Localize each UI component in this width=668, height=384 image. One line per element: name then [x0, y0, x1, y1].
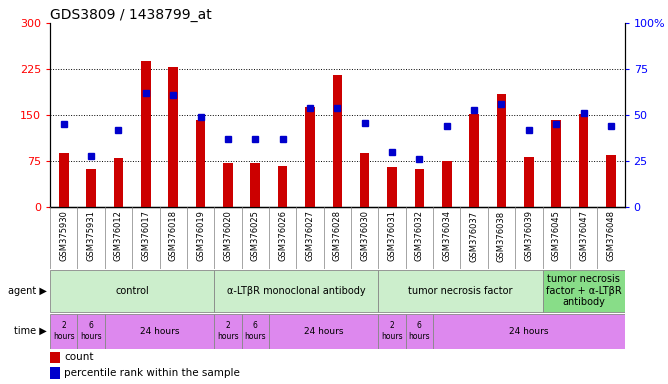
Text: GSM376017: GSM376017: [142, 210, 150, 262]
Bar: [50, 352, 60, 363]
Bar: [223, 163, 232, 207]
Text: GSM376026: GSM376026: [278, 210, 287, 262]
Text: GSM376034: GSM376034: [442, 210, 452, 262]
Text: GSM376031: GSM376031: [387, 210, 397, 262]
Text: α-LTβR monoclonal antibody: α-LTβR monoclonal antibody: [227, 286, 365, 296]
Text: 24 hours: 24 hours: [140, 327, 179, 336]
Bar: [77, 314, 105, 349]
Bar: [378, 314, 405, 349]
Text: 2
hours: 2 hours: [381, 321, 403, 341]
Bar: [442, 161, 452, 207]
Text: GSM376019: GSM376019: [196, 210, 205, 261]
Text: 6
hours: 6 hours: [80, 321, 102, 341]
Text: GSM376030: GSM376030: [360, 210, 369, 262]
Bar: [86, 169, 96, 207]
Text: 6
hours: 6 hours: [244, 321, 266, 341]
Text: GSM376027: GSM376027: [305, 210, 315, 262]
Bar: [269, 314, 378, 349]
Text: GSM376039: GSM376039: [524, 210, 533, 262]
Bar: [168, 67, 178, 207]
Text: GSM375931: GSM375931: [87, 210, 96, 261]
Text: GSM376025: GSM376025: [250, 210, 260, 261]
Text: time ▶: time ▶: [14, 326, 47, 336]
Text: GDS3809 / 1438799_at: GDS3809 / 1438799_at: [50, 8, 212, 22]
Bar: [387, 167, 397, 207]
Bar: [333, 75, 342, 207]
Text: GSM375930: GSM375930: [59, 210, 68, 261]
Text: GSM376018: GSM376018: [169, 210, 178, 262]
Text: tumor necrosis
factor + α-LTβR
antibody: tumor necrosis factor + α-LTβR antibody: [546, 274, 621, 308]
Text: GSM376047: GSM376047: [579, 210, 588, 262]
Text: tumor necrosis factor: tumor necrosis factor: [408, 286, 513, 296]
Text: 6
hours: 6 hours: [409, 321, 430, 341]
Text: GSM376012: GSM376012: [114, 210, 123, 261]
Text: control: control: [116, 286, 149, 296]
Bar: [305, 107, 315, 207]
Text: GSM376038: GSM376038: [497, 210, 506, 262]
Bar: [196, 119, 205, 207]
Text: percentile rank within the sample: percentile rank within the sample: [65, 368, 240, 378]
Text: GSM376032: GSM376032: [415, 210, 424, 262]
Text: 24 hours: 24 hours: [509, 327, 548, 336]
Text: GSM376037: GSM376037: [470, 210, 478, 262]
Bar: [50, 367, 60, 379]
Bar: [278, 166, 287, 207]
Text: 2
hours: 2 hours: [53, 321, 75, 341]
Bar: [497, 94, 506, 207]
Bar: [59, 153, 69, 207]
Bar: [141, 61, 151, 207]
Text: GSM376045: GSM376045: [552, 210, 560, 261]
Text: GSM376028: GSM376028: [333, 210, 342, 262]
Bar: [378, 270, 542, 312]
Bar: [470, 114, 479, 207]
Bar: [578, 114, 589, 207]
Bar: [542, 270, 625, 312]
Text: GSM376048: GSM376048: [607, 210, 615, 262]
Bar: [114, 158, 124, 207]
Bar: [50, 314, 77, 349]
Bar: [50, 270, 214, 312]
Text: count: count: [65, 353, 94, 362]
Bar: [242, 314, 269, 349]
Text: 24 hours: 24 hours: [304, 327, 343, 336]
Bar: [214, 270, 378, 312]
Text: agent ▶: agent ▶: [8, 286, 47, 296]
Bar: [214, 314, 242, 349]
Bar: [551, 119, 561, 207]
Bar: [415, 169, 424, 207]
Bar: [250, 163, 260, 207]
Text: GSM376020: GSM376020: [223, 210, 232, 261]
Bar: [105, 314, 214, 349]
Bar: [360, 153, 369, 207]
Bar: [524, 157, 534, 207]
Bar: [606, 155, 616, 207]
Text: 2
hours: 2 hours: [217, 321, 238, 341]
Bar: [433, 314, 625, 349]
Bar: [405, 314, 433, 349]
